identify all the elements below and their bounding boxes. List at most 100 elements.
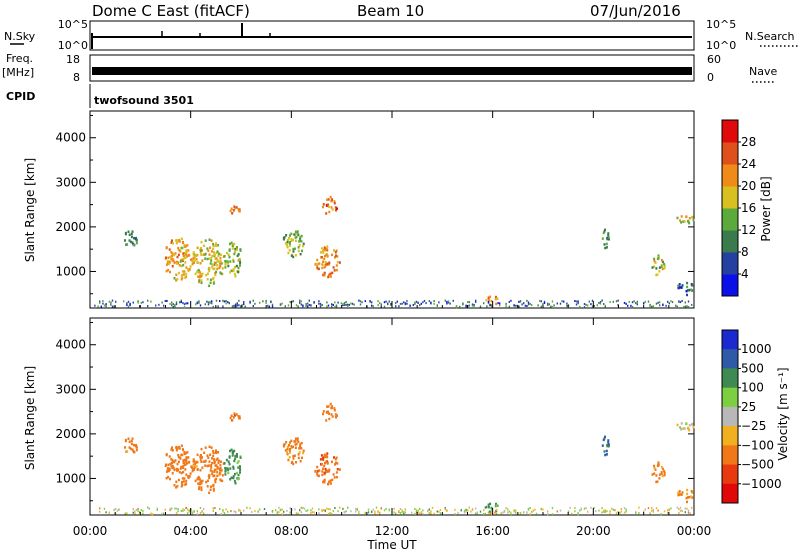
velocity-colorbar: 1000 500 100 25 −25 −100 −500 −1000 (721, 329, 782, 504)
power-panel: 1000 2000 3000 4000 Slant Range [km] 4 8 12 16… (23, 110, 773, 309)
power-colorbar-segment (722, 186, 738, 209)
velocity-xtick-label: 00:00 (73, 524, 108, 538)
velocity-echo-region (322, 402, 338, 422)
power-echo-region (651, 254, 666, 277)
freq-tick-top: 18 (66, 53, 80, 66)
power-echo-region (314, 245, 341, 279)
power-x-axis (89, 111, 695, 308)
freq-panel: Freq. [MHz] 18 8 60 0 Nave (2, 52, 777, 84)
velocity-echo-region (282, 437, 305, 466)
velocity-colorbar-tick-label: 100 (741, 381, 764, 395)
velocity-echo-region (651, 461, 666, 484)
nave-tick-top: 60 (707, 53, 721, 66)
velocity-xtick-label: 04:00 (173, 524, 208, 538)
velocity-colorbar-tick-label: −25 (741, 419, 766, 433)
power-colorbar-tick-label: 16 (741, 201, 756, 215)
velocity-echo-region (314, 452, 341, 486)
power-echo-region (601, 228, 610, 250)
velocity-colorbar-segment (722, 426, 738, 446)
nsky-label: N.Sky (4, 30, 36, 43)
power-echo-region (124, 230, 138, 247)
velocity-colorbar-label: Velocity [m s⁻¹] (776, 367, 790, 460)
velocity-ytick-label: 1000 (55, 471, 86, 485)
power-echo-region (229, 205, 241, 215)
velocity-echo-region (601, 435, 610, 457)
x-axis-label: Time UT (366, 538, 417, 552)
freq-label: Freq. (6, 52, 33, 65)
power-colorbar-frame (721, 119, 739, 297)
velocity-colorbar-tick-label: 25 (741, 400, 756, 414)
power-colorbar-segment (722, 274, 738, 297)
nave-tick-bottom: 0 (707, 71, 714, 84)
power-echo-region (322, 195, 338, 215)
power-plot-frame (89, 110, 695, 309)
nsearch-tick-bottom: 10^0 (706, 39, 736, 52)
power-echo-region (191, 238, 225, 288)
nsky-tick-bottom: 10^0 (58, 39, 88, 52)
site-title: Dome C East (fitACF) (92, 2, 250, 20)
freq-trace (92, 67, 692, 75)
power-echo-region (282, 230, 305, 259)
power-echo-region (677, 281, 694, 297)
power-ytick-label: 3000 (55, 175, 86, 189)
cpid-label: CPID (6, 90, 35, 103)
power-colorbar-segment (722, 164, 738, 187)
velocity-colorbar-tick-label: 1000 (741, 342, 772, 356)
velocity-marks (99, 402, 695, 516)
velocity-colorbar-segment (722, 330, 738, 350)
power-colorbar-tick-label: 12 (741, 223, 756, 237)
power-y-axis: 1000 2000 3000 4000 (55, 114, 694, 295)
velocity-colorbar-tick-label: −500 (741, 458, 774, 472)
freq-tick-bottom: 8 (73, 71, 80, 84)
power-colorbar-tick-label: 28 (741, 135, 756, 149)
power-colorbar-segment (722, 208, 738, 231)
power-colorbar-segment (722, 230, 738, 253)
velocity-ylabel: Slant Range [km] (23, 366, 37, 470)
velocity-colorbar-tick-label: −1000 (741, 477, 782, 491)
date-label: 07/Jun/2016 (590, 2, 681, 20)
nave-label: Nave (749, 65, 777, 78)
velocity-near-range-band (99, 506, 693, 516)
velocity-xtick-label: 00:00 (677, 524, 712, 538)
velocity-echo-region (229, 412, 241, 422)
velocity-colorbar-segment (722, 406, 738, 427)
power-ytick-label: 1000 (55, 264, 86, 278)
velocity-echo-region (164, 444, 193, 489)
power-echo-region (223, 241, 242, 278)
power-marks (94, 195, 695, 309)
velocity-xtick-label: 16:00 (475, 524, 510, 538)
velocity-colorbar-tick-label: 500 (741, 361, 764, 375)
power-ylabel: Slant Range [km] (23, 158, 37, 262)
cpid-panel: CPID twofsound 3501 (6, 84, 194, 108)
power-colorbar-tick-label: 20 (741, 179, 756, 193)
power-colorbar-segment (722, 252, 738, 275)
power-colorbar: 4 8 12 16 20 24 28 (721, 119, 756, 297)
velocity-echo-region (677, 488, 694, 504)
velocity-colorbar-segment (722, 445, 738, 465)
noise-panel: N.Sky 10^5 10^0 10^5 10^0 N.Search (4, 18, 798, 52)
power-colorbar-segment (722, 142, 738, 165)
velocity-colorbar-segment (722, 387, 738, 408)
nsearch-label: N.Search (745, 30, 795, 43)
beam-label: Beam 10 (357, 2, 424, 20)
power-near-range-band (94, 299, 693, 309)
velocity-ytick-label: 2000 (55, 427, 86, 441)
velocity-ytick-label: 3000 (55, 382, 86, 396)
power-colorbar-label: Power [dB] (759, 176, 773, 241)
power-colorbar-tick-label: 8 (741, 245, 749, 259)
velocity-colorbar-segment (722, 483, 738, 504)
nsky-tick-top: 10^5 (58, 18, 88, 31)
velocity-colorbar-segment (722, 349, 738, 369)
velocity-echo-region (485, 502, 499, 514)
velocity-echo-region (676, 422, 695, 432)
velocity-xtick-label: 12:00 (375, 524, 410, 538)
velocity-colorbar-frame (721, 329, 739, 504)
velocity-y-axis: 1000 2000 3000 4000 (55, 321, 694, 502)
nsearch-tick-top: 10^5 (706, 18, 736, 31)
velocity-colorbar-segment (722, 464, 738, 485)
power-echo-region (164, 237, 193, 282)
velocity-colorbar-segment (722, 368, 738, 389)
velocity-echo-region (191, 445, 225, 495)
velocity-plot-frame (89, 317, 695, 516)
power-ytick-label: 4000 (55, 131, 86, 145)
